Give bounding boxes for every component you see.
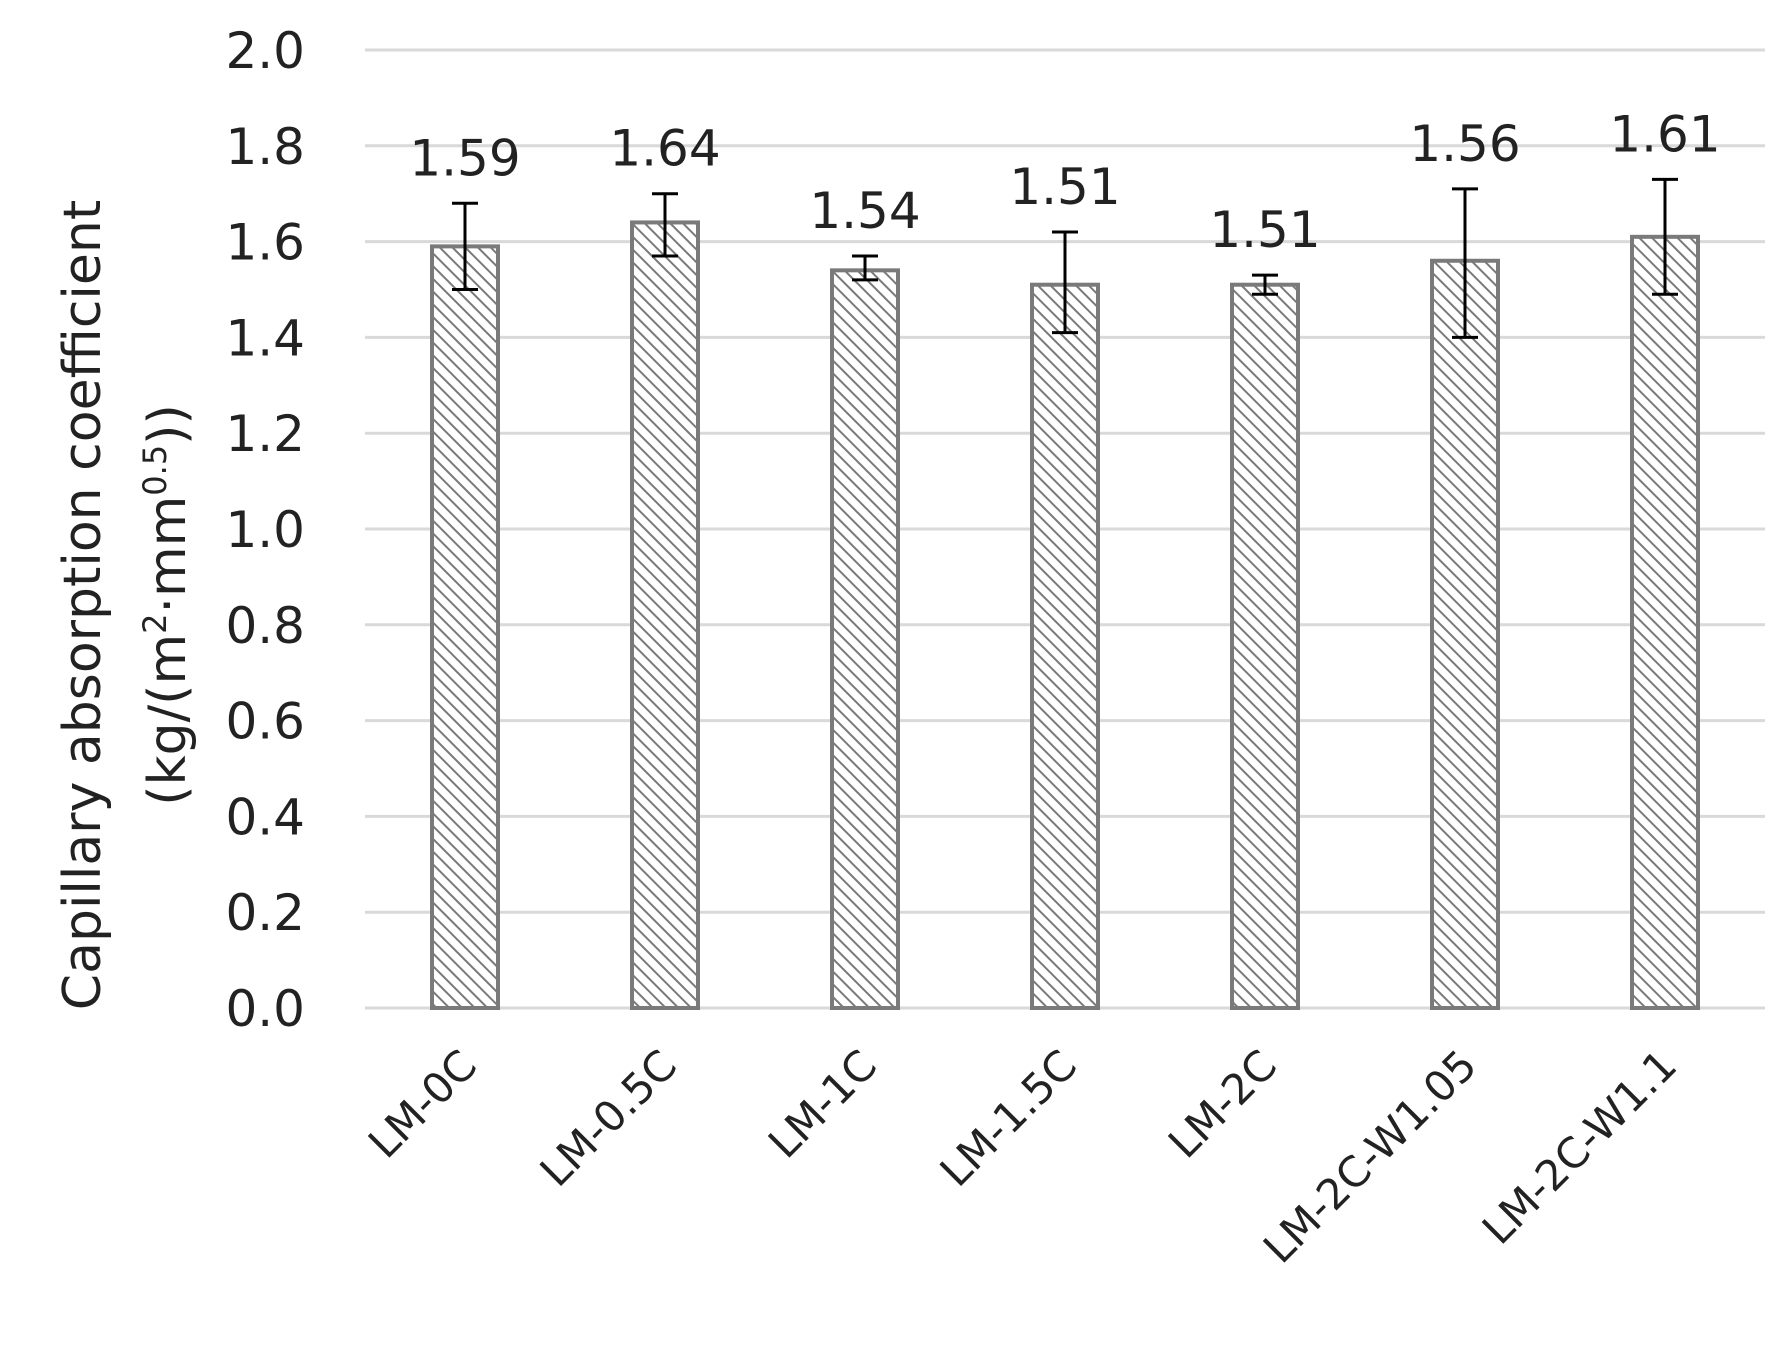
bar	[1630, 234, 1700, 1010]
x-tick-label: LM-0C	[359, 1040, 486, 1167]
y-tick-label: 1.6	[225, 214, 305, 272]
x-tick-label: LM-0.5C	[531, 1040, 687, 1196]
y-tick-label: 1.8	[225, 118, 305, 176]
data-label: 1.51	[1209, 201, 1320, 259]
bar	[1430, 258, 1500, 1010]
x-tick-label: LM-2C-W1.1	[1473, 1040, 1686, 1253]
y-tick-label: 0.2	[225, 884, 305, 942]
y-tick-label: 1.2	[225, 405, 305, 463]
error-bar	[1452, 187, 1478, 339]
bar	[1230, 282, 1300, 1010]
y-axis-title-line2-a: (kg/(m	[138, 634, 198, 806]
y-axis-title-line2-c: ))	[138, 404, 198, 445]
bar	[1030, 282, 1100, 1010]
y-axis-title-sup2: 0.5	[136, 445, 174, 496]
y-tick-label: 2.0	[225, 22, 305, 80]
error-bar	[1252, 273, 1278, 296]
y-axis-ticks: 0.0 0.2 0.4 0.6 0.8 1.0 1.2 1.4 1.6 1.8 2.0	[225, 22, 305, 1038]
bar	[830, 268, 900, 1010]
data-label: 1.54	[809, 182, 920, 240]
error-bar	[652, 192, 678, 258]
data-label: 1.64	[609, 120, 720, 178]
y-tick-label: 1.0	[225, 501, 305, 559]
y-tick-label: 0.0	[225, 980, 305, 1038]
data-label: 1.59	[409, 129, 520, 187]
x-tick-label: LM-2C-W1.05	[1254, 1040, 1486, 1272]
svg-text:(kg/(m2·mm0.5)): (kg/(m2·mm0.5))	[136, 404, 198, 806]
data-label: 1.56	[1409, 115, 1520, 173]
x-tick-label: LM-1.5C	[931, 1040, 1087, 1196]
bars	[430, 220, 1700, 1010]
bar	[430, 244, 500, 1010]
error-bar	[852, 254, 878, 282]
y-axis-title-sup1: 2	[136, 614, 174, 634]
bar	[630, 220, 700, 1010]
error-bar	[1052, 230, 1078, 335]
y-axis-title: Capillary absorption coefficient (kg/(m2…	[53, 200, 198, 1010]
svg-text:Capillary absorption coefficie: Capillary absorption coefficient	[53, 200, 113, 1010]
x-tick-label: LM-1C	[759, 1040, 886, 1167]
error-bar	[452, 201, 478, 291]
y-tick-label: 0.8	[225, 597, 305, 655]
y-axis-title-line2-b: ·mm	[138, 496, 198, 614]
y-tick-label: 0.4	[225, 788, 305, 846]
error-bars	[452, 177, 1678, 339]
y-axis-title-line1: Capillary absorption coefficient	[53, 200, 113, 1010]
data-label: 1.61	[1609, 105, 1720, 163]
error-bar	[1652, 177, 1678, 296]
data-labels: 1.59 1.64 1.54 1.51 1.51 1.56 1.61	[409, 105, 1720, 259]
y-tick-label: 0.6	[225, 693, 305, 751]
x-tick-label: LM-2C	[1159, 1040, 1286, 1167]
data-label: 1.51	[1009, 158, 1120, 216]
y-tick-label: 1.4	[225, 309, 305, 367]
x-axis-ticks: LM-0C LM-0.5C LM-1C LM-1.5C LM-2CLM-2C-W1.05…	[359, 1040, 1686, 1272]
